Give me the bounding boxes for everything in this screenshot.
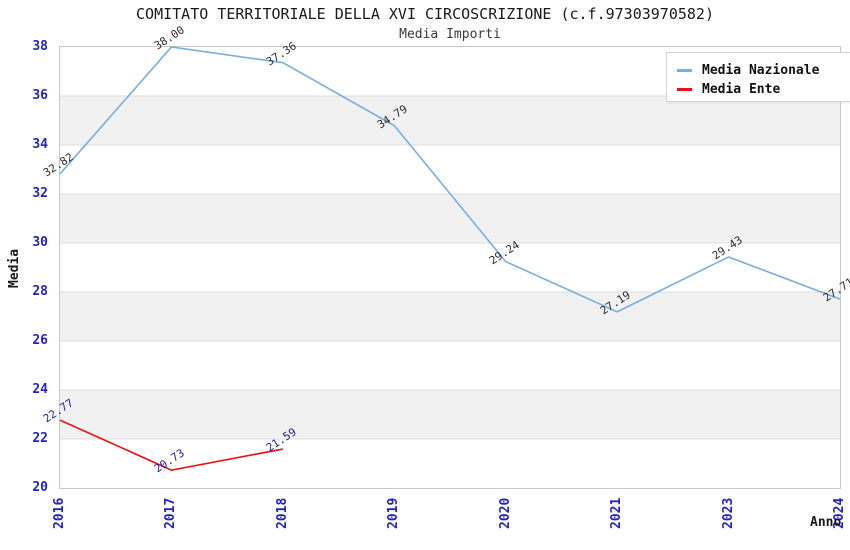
y-tick-label: 32 (32, 186, 48, 201)
legend-item-media-ente: Media Ente (677, 80, 850, 99)
legend-label-media-ente: Media Ente (702, 82, 781, 97)
x-tick-label: 2021 (609, 497, 625, 529)
x-tick-label: 2023 (720, 497, 736, 529)
y-tick-label: 24 (32, 382, 48, 397)
y-tick-label: 36 (32, 88, 48, 103)
y-tick-label: 28 (32, 284, 48, 299)
chart-title: COMITATO TERRITORIALE DELLA XVI CIRCOSCR… (136, 5, 714, 23)
media-nazionale-line-swatch (677, 69, 692, 72)
y-axis-title: Media (7, 248, 22, 288)
x-tick-label: 2020 (497, 497, 513, 529)
y-tick-label: 34 (32, 137, 48, 152)
chart-subtitle: Media Importi (399, 27, 501, 42)
x-tick-label: 2019 (386, 497, 402, 529)
y-tick-label: 26 (32, 333, 48, 348)
y-tick-label: 30 (32, 235, 48, 250)
x-axis-title: Anno (810, 515, 842, 530)
y-tick-label: 20 (32, 480, 48, 495)
series-lines (59, 46, 841, 471)
legend-label-media-nazionale: Media Nazionale (702, 63, 820, 78)
y-tick-label: 38 (32, 39, 48, 54)
x-tick-label: 2016 (52, 497, 67, 529)
plot-area (59, 46, 841, 489)
series-line-media-nazionale (59, 46, 841, 313)
x-tick-label: 2018 (274, 497, 290, 529)
x-tick-label: 2017 (163, 497, 179, 529)
legend: Media Nazionale Media Ente (666, 52, 850, 102)
media-ente-line-swatch (677, 88, 692, 91)
legend-item-media-nazionale: Media Nazionale (677, 61, 850, 80)
y-tick-label: 22 (32, 431, 48, 446)
series-line-media-ente (59, 419, 284, 471)
